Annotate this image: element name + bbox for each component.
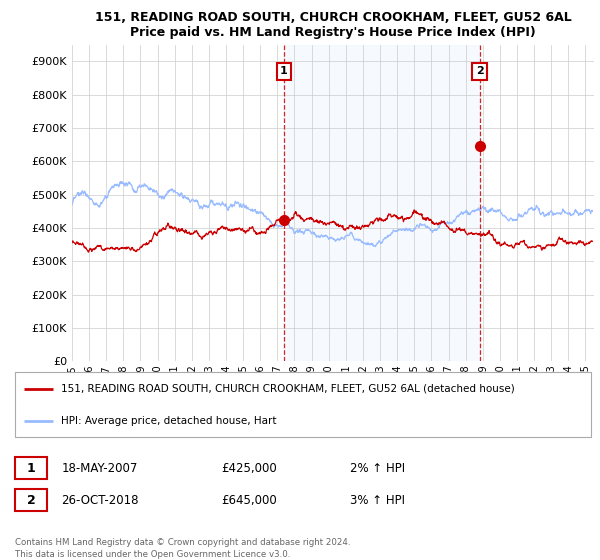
Title: 151, READING ROAD SOUTH, CHURCH CROOKHAM, FLEET, GU52 6AL
Price paid vs. HM Land: 151, READING ROAD SOUTH, CHURCH CROOKHAM… [95, 11, 571, 39]
Text: 2: 2 [476, 67, 484, 77]
Text: 151, READING ROAD SOUTH, CHURCH CROOKHAM, FLEET, GU52 6AL (detached house): 151, READING ROAD SOUTH, CHURCH CROOKHAM… [61, 384, 515, 394]
Text: 26-OCT-2018: 26-OCT-2018 [61, 494, 139, 507]
Text: £425,000: £425,000 [221, 461, 277, 475]
Text: 18-MAY-2007: 18-MAY-2007 [61, 461, 138, 475]
FancyBboxPatch shape [15, 372, 591, 437]
Text: 1: 1 [27, 461, 35, 475]
Text: Contains HM Land Registry data © Crown copyright and database right 2024.
This d: Contains HM Land Registry data © Crown c… [15, 538, 350, 559]
Bar [284, 45, 479, 361]
Text: 3% ↑ HPI: 3% ↑ HPI [350, 494, 404, 507]
Text: £645,000: £645,000 [221, 494, 277, 507]
Text: HPI: Average price, detached house, Hart: HPI: Average price, detached house, Hart [61, 416, 277, 426]
FancyBboxPatch shape [15, 489, 47, 511]
FancyBboxPatch shape [15, 458, 47, 479]
Text: 1: 1 [280, 67, 288, 77]
Text: 2: 2 [27, 494, 35, 507]
Text: 2% ↑ HPI: 2% ↑ HPI [350, 461, 404, 475]
